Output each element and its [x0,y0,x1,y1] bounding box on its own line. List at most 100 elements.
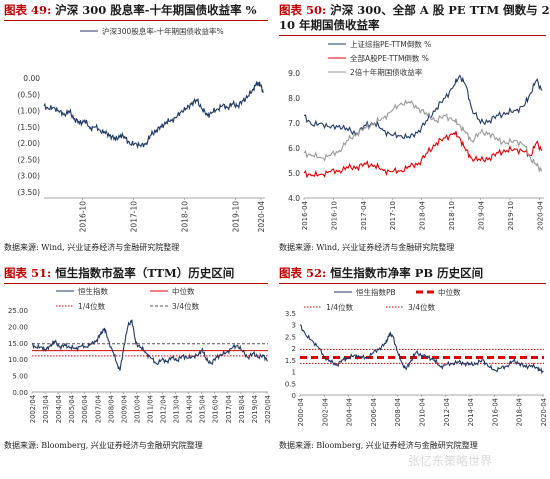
c50-ytick-label: 6.0 [288,144,300,153]
c51-xtick-label: 2004/04 [55,395,63,423]
c52-ytick-label: 2.5 [285,333,296,341]
c50-ytick-label: 7.0 [288,119,300,128]
c52-ytick-label: 0.5 [285,380,296,388]
c51-legend-label: 3/4位数 [172,301,200,311]
p50-source: 数据来源: Wind, 兴业证券经济与金融研究院整理 [279,243,455,252]
p49-source: 数据来源: Wind, 兴业证券经济与金融研究院整理 [4,243,180,252]
c51-series-line [31,319,268,371]
c51-xtick-label: 2012/04 [160,395,168,423]
p50-title-text: 沪深 300、全部 A 股 PE TTM 倒数与 2 倍 [330,3,550,17]
p51-title-text: 恒生指数市盈率（TTM）历史区间 [55,266,235,280]
c50-xtick-label: 2019-04 [477,200,485,230]
c49-ytick-label: (2.50) [17,155,40,164]
p51-rule [4,283,268,284]
p49-rule [4,20,268,21]
c51-ytick-label: 10.00 [8,356,28,364]
p50-rule [279,35,546,36]
c51-xtick-label: 2015/04 [199,395,207,423]
c52-xtick-label: 2000-04 [297,398,305,426]
c50-legend-label: 全部A股PE-TTM倒数 % [350,53,429,63]
c49-ytick-label: (3.00) [17,172,40,181]
c50-xtick-label: 2016-10 [330,201,338,230]
c51-ytick-label: 0.00 [12,389,28,397]
c49-xtick-label: 2017-10 [129,201,138,233]
p49-num: 图表 49: [4,3,52,17]
c52-ytick-label: 2 [292,345,296,353]
c50-ytick-label: 8.0 [288,94,300,103]
c50-xtick-label: 2018-10 [448,201,456,230]
p52-source: 数据来源: Bloomberg, 兴业证券经济与金融研究院整理 [279,441,478,450]
c52-xtick-label: 2020-04 [540,398,548,426]
c49-series-line [43,81,264,150]
c51-xtick-label: 2017/04 [225,395,233,423]
p50-title-line2: 10 年期国债收益率 [279,18,380,32]
chart-50: 4.0 5.0 6.0 7.0 8.0 9.0 2016-04 2016-10 2017-04 2… [288,39,544,230]
c50-xtick-label: 2017-04 [360,200,368,230]
c49-ytick-label: 0.00 [23,74,40,83]
c52-legend-label: 3/4位数 [408,302,436,312]
c52-xtick-label: 2010-04 [419,398,427,426]
c50-series-line [303,131,543,179]
c52-xtick-label: 2016-04 [491,398,499,426]
c52-xtick-label: 2008-04 [394,398,402,426]
c50-xtick-label: 2017-10 [389,201,397,230]
c51-xtick-label: 2008/04 [107,395,115,423]
c51-xtick-label: 2011/04 [146,395,154,423]
p50-title: 图表 50: 沪深 300、全部 A 股 PE TTM 倒数与 2 倍 [279,3,550,17]
c51-xtick-label: 2020/04 [264,395,272,423]
c49-ytick-label: (1.00) [17,107,40,116]
c51-xtick-label: 2018/04 [238,395,246,423]
c49-ytick-label: (3.50) [17,188,40,197]
chart-49: 0.00 (0.50) (1.00) (1.50) (2.00) (2.50) (3.00)… [17,26,266,233]
p50-num: 图表 50: [279,3,327,17]
c51-xtick-label: 2003/04 [42,395,50,423]
c49-xtick-label: 2016-10 [78,201,87,233]
p49-title: 图表 49: 沪深 300 股息率-十年期国债收益率 % [4,3,257,17]
c49-xtick-label: 2019-10 [231,201,240,233]
c50-ytick-label: 5.0 [288,169,300,178]
c51-xtick-label: 2013/04 [173,395,181,423]
c51-xtick-label: 2010/04 [133,395,141,423]
c50-legend-label: 上证综指PE-TTM倒数 % [350,39,431,49]
c51-xtick-label: 2016/04 [212,395,220,423]
c51-ytick-label: 15.00 [8,340,28,348]
c50-ytick-label: 9.0 [288,69,300,78]
c50-ytick-label: 4.0 [288,194,300,203]
c51-ytick-label: 5.00 [12,373,28,381]
c52-series-line [299,324,544,375]
p52-num: 图表 52: [279,266,327,280]
c50-xtick-label: 2019-10 [507,201,515,230]
c49-xtick-label: 2020-04 [257,201,266,233]
c51-legend-label: 1/4位数 [78,301,106,311]
c51-ytick-label: 25.00 [8,307,28,315]
c52-ytick-label: 1.5 [285,357,296,365]
c50-legend-label: 2倍十年期国债收益率 [350,67,423,77]
c49-xtick-label: 2018-10 [180,201,189,233]
c49-ytick-label: (1.50) [17,123,40,132]
c52-xtick-label: 2018-04 [516,398,524,426]
c51-xtick-label: 2007/04 [94,395,102,423]
watermark: 张忆东策略世界 [408,454,493,468]
p52-title: 图表 52: 恒生指数市净率 PB 历史区间 [279,266,483,280]
c52-legend-label: 恒生指数PB [356,287,396,297]
c52-ytick-label: 1 [292,369,296,377]
p51-num: 图表 51: [4,266,52,280]
p51-source: 数据来源: Bloomberg, 兴业证券经济与金融研究院整理 [4,441,203,450]
c52-legend-label: 1/4位数 [326,302,354,312]
c52-xtick-label: 2014-04 [467,398,475,426]
c49-ytick-label: (0.50) [17,90,40,99]
c49-ytick-label: (2.00) [17,139,40,148]
c50-series-line [303,74,543,140]
c52-xtick-label: 2004-04 [346,398,354,426]
c49-legend-label: 沪深300股息率-十年期国债收益率% [102,26,224,36]
p51-title: 图表 51: 恒生指数市盈率（TTM）历史区间 [4,266,234,280]
c51-xtick-label: 2014/04 [186,395,194,423]
c51-xtick-label: 2006/04 [81,395,89,423]
c51-legend-label: 恒生指数 [78,286,108,296]
c50-xtick-label: 2016-04 [301,200,309,230]
c52-ytick-label: 3 [292,322,296,330]
c52-legend-label: 中位数 [438,287,461,297]
chart-51: 0.00 5.00 10.00 15.00 20.00 25.00 2002/04 2003/… [8,286,272,423]
c51-xtick-label: 2019/04 [251,395,259,423]
c52-xtick-label: 2002-04 [321,398,329,426]
